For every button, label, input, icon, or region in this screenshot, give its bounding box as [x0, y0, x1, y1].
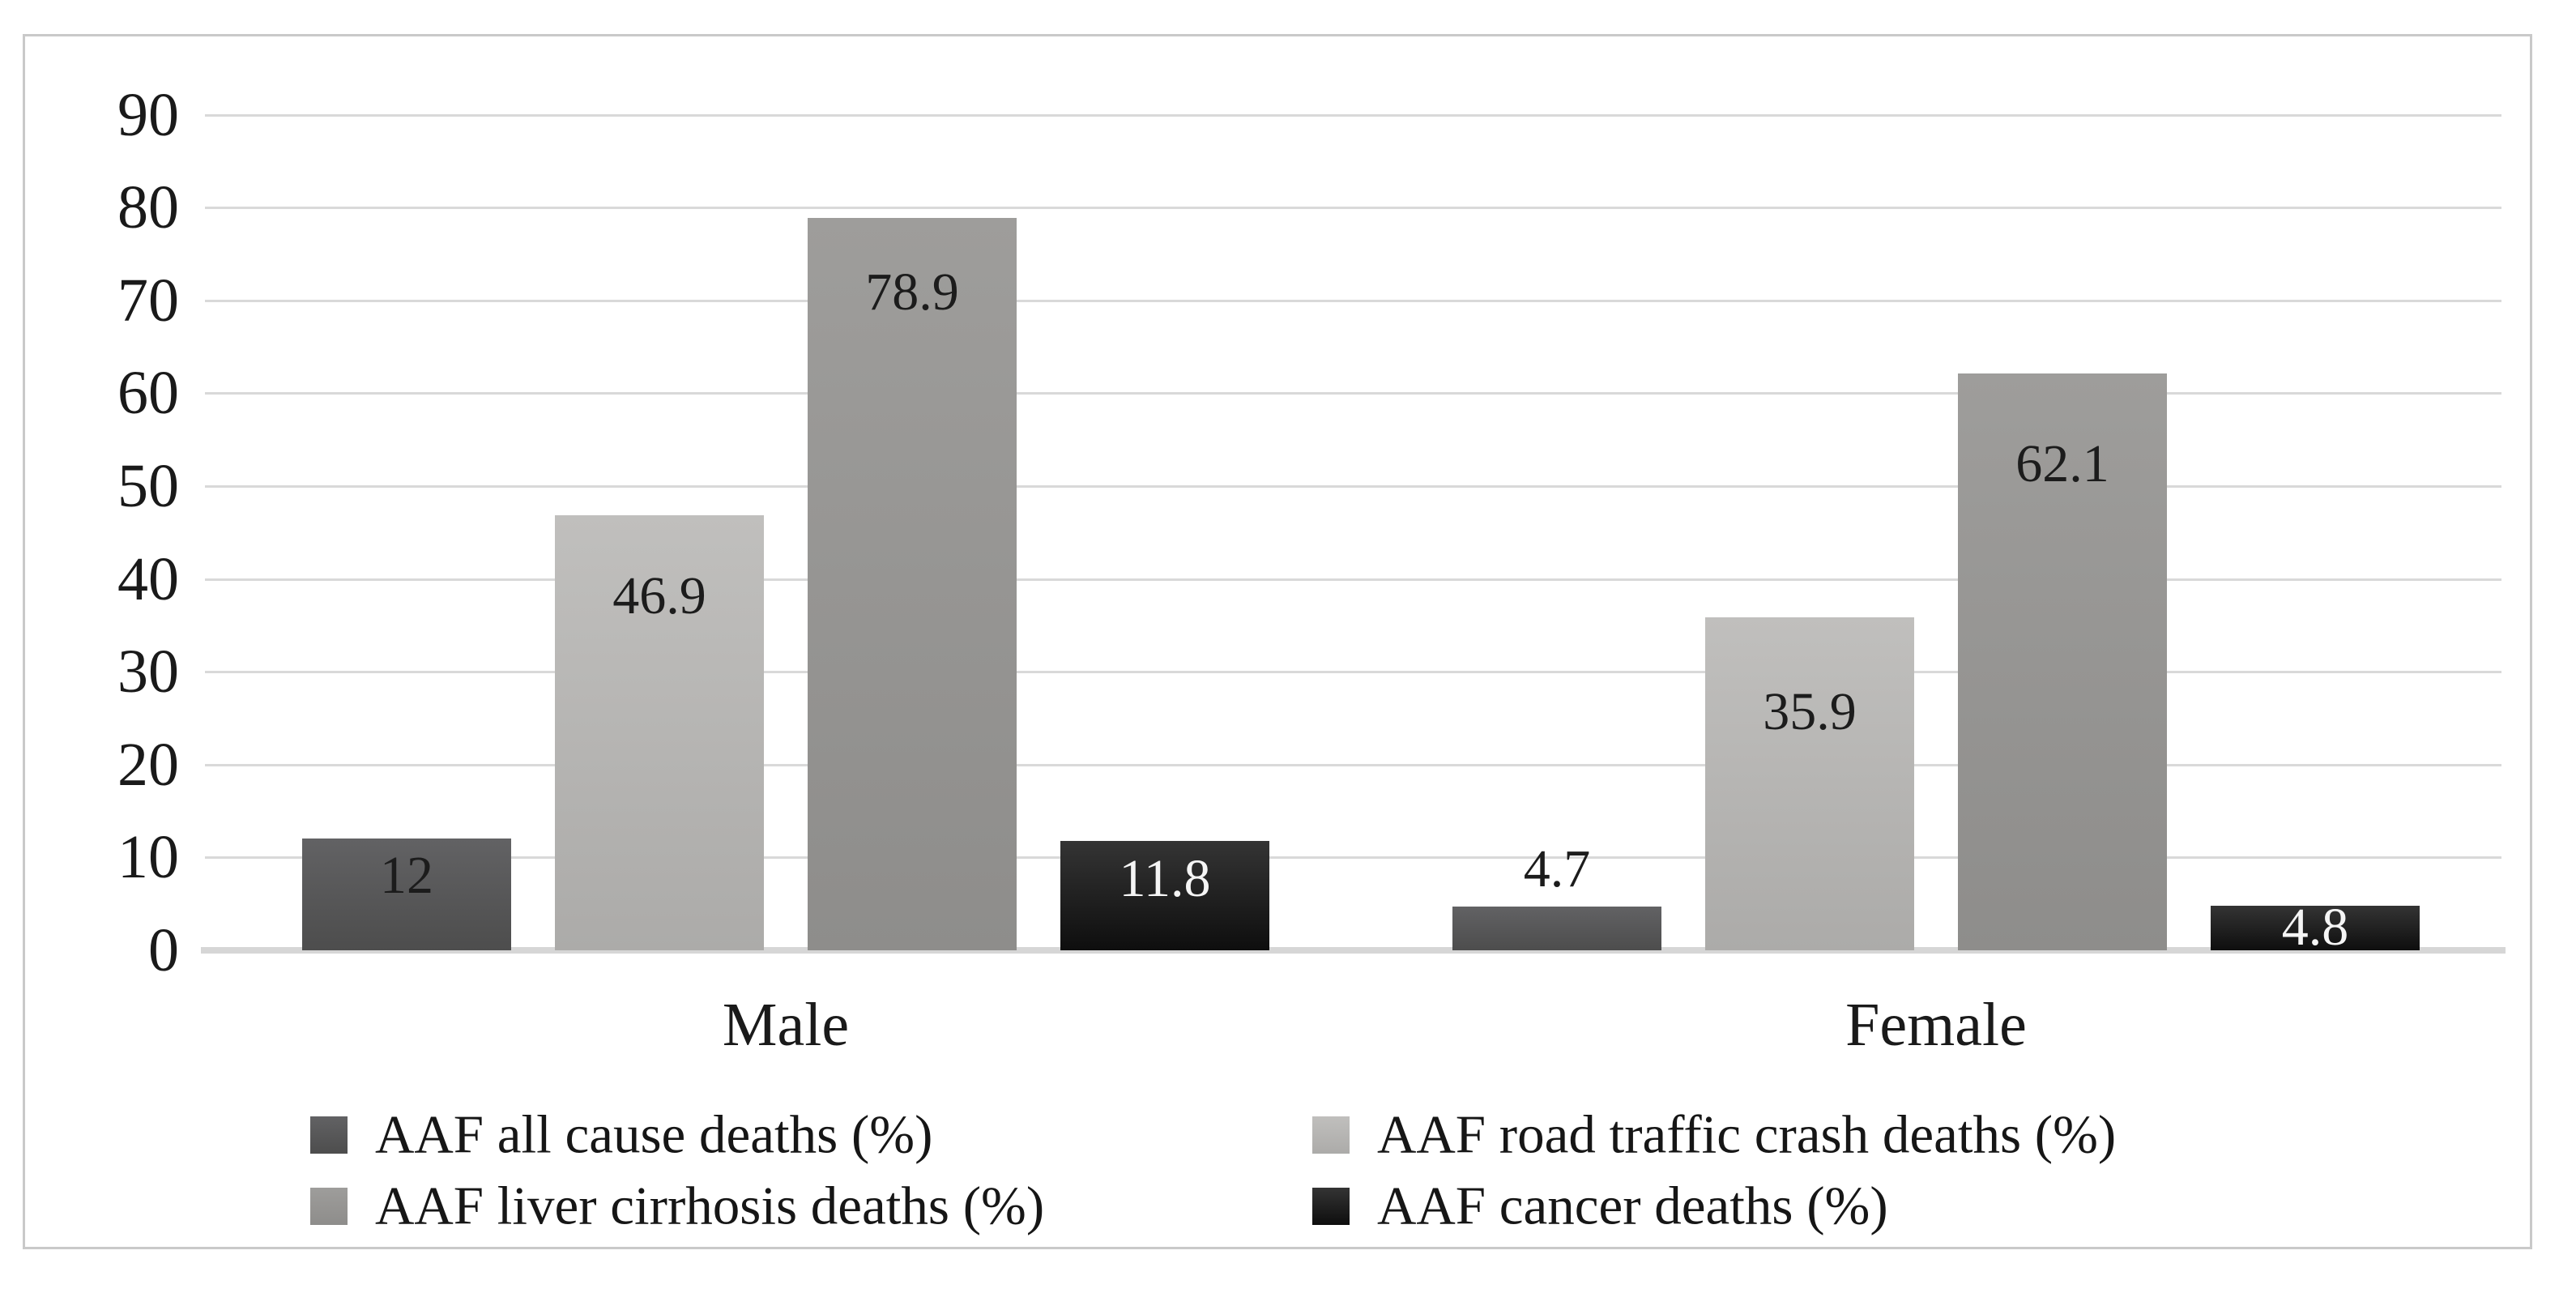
gridline-90: [205, 113, 2501, 117]
gridline-80: [205, 207, 2501, 210]
bar-value-label-male-aaf-liver-cirrhosis-deaths: 78.9: [865, 262, 959, 322]
bar-female-aaf-all-cause-deaths: [1452, 907, 1661, 950]
category-label-female: Female: [1845, 991, 2027, 1059]
y-tick-label-80: 80: [117, 173, 179, 242]
y-tick-label-10: 10: [117, 823, 179, 892]
bar-value-label-female-aaf-cancer-deaths: 4.8: [2281, 897, 2349, 957]
y-tick-label-60: 60: [117, 359, 179, 428]
category-label-male: Male: [722, 991, 850, 1059]
bar-male-aaf-road-traffic-crash-deaths: [555, 514, 764, 950]
legend-label-aaf-all-cause-deaths: AAF all cause deaths (%): [375, 1104, 933, 1165]
gridline-40: [205, 578, 2501, 581]
bar-value-label-male-aaf-cancer-deaths: 11.8: [1119, 848, 1211, 908]
bar-male-aaf-cancer-deaths: [1060, 840, 1269, 950]
legend-swatch-aaf-road-traffic-crash-deaths: [1312, 1116, 1350, 1154]
y-tick-label-40: 40: [117, 544, 179, 613]
gridline-50: [205, 485, 2501, 488]
bar-value-label-male-aaf-road-traffic-crash-deaths: 46.9: [612, 565, 706, 625]
legend-swatch-aaf-cancer-deaths: [1312, 1188, 1350, 1225]
legend-swatch-aaf-liver-cirrhosis-deaths: [310, 1188, 348, 1225]
bar-value-label-female-aaf-all-cause-deaths: 4.7: [1523, 839, 1591, 899]
bar-female-aaf-road-traffic-crash-deaths: [1705, 617, 1914, 950]
y-tick-label-0: 0: [148, 916, 179, 984]
legend-label-aaf-road-traffic-crash-deaths: AAF road traffic crash deaths (%): [1377, 1104, 2117, 1165]
bar-female-aaf-liver-cirrhosis-deaths: [1958, 373, 2167, 950]
bar-male-aaf-all-cause-deaths: [302, 839, 511, 950]
gridline-70: [205, 299, 2501, 302]
x-axis-line: [201, 947, 2506, 954]
gridline-60: [205, 392, 2501, 395]
bar-value-label-male-aaf-all-cause-deaths: 12: [380, 846, 433, 906]
legend-label-aaf-cancer-deaths: AAF cancer deaths (%): [1377, 1176, 1888, 1236]
y-tick-label-30: 30: [117, 638, 179, 706]
y-tick-label-50: 50: [117, 452, 179, 520]
legend-swatch-aaf-all-cause-deaths: [310, 1116, 348, 1154]
y-tick-label-90: 90: [117, 80, 179, 149]
bar-male-aaf-liver-cirrhosis-deaths: [808, 217, 1017, 950]
bar-female-aaf-cancer-deaths: [2211, 905, 2420, 950]
y-tick-label-20: 20: [117, 730, 179, 799]
bar-value-label-female-aaf-road-traffic-crash-deaths: 35.9: [1763, 681, 1857, 741]
gridline-10: [205, 856, 2501, 860]
y-tick-label-70: 70: [117, 266, 179, 335]
bar-value-label-female-aaf-liver-cirrhosis-deaths: 62.1: [2015, 434, 2109, 494]
figure-frame: 12 46.9 78.9 11.8 4.7 35.9 62.1 4.8 90 80 70 60 50 4…: [23, 34, 2532, 1249]
gridline-30: [205, 671, 2501, 674]
gridline-20: [205, 763, 2501, 766]
legend-label-aaf-liver-cirrhosis-deaths: AAF liver cirrhosis deaths (%): [375, 1176, 1045, 1236]
